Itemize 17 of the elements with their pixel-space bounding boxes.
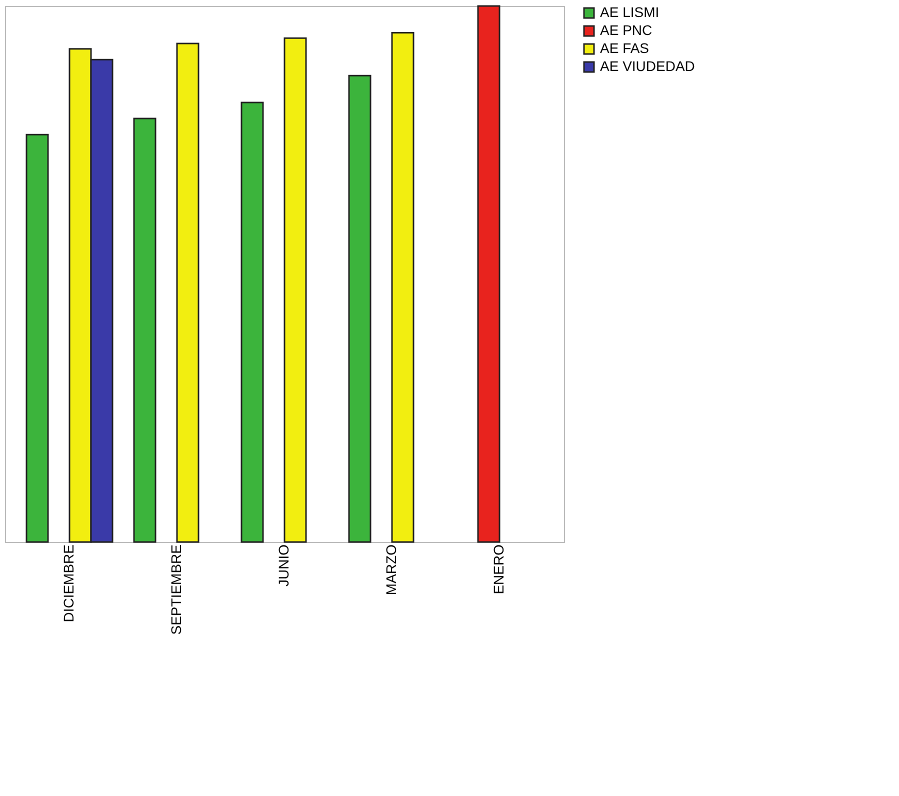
bar bbox=[133, 118, 156, 543]
bar bbox=[176, 42, 200, 543]
x-tick-label: JUNIO bbox=[276, 544, 292, 586]
legend-label: AE FAS bbox=[600, 40, 650, 56]
bar bbox=[391, 32, 414, 543]
x-tick-label: SEPTIEMBRE bbox=[168, 544, 184, 635]
bar bbox=[477, 5, 500, 543]
bar bbox=[240, 102, 264, 543]
bar bbox=[348, 74, 372, 543]
legend-label: AE PNC bbox=[600, 22, 652, 38]
legend-label: AE VIUDEDAD bbox=[600, 58, 695, 74]
legend-label: AE LISMI bbox=[600, 4, 660, 20]
bar bbox=[26, 134, 49, 543]
x-tick-label: DICIEMBRE bbox=[60, 544, 76, 622]
x-tick-label: ENERO bbox=[490, 544, 506, 594]
x-tick-label: MARZO bbox=[383, 544, 399, 596]
bar bbox=[284, 37, 307, 543]
